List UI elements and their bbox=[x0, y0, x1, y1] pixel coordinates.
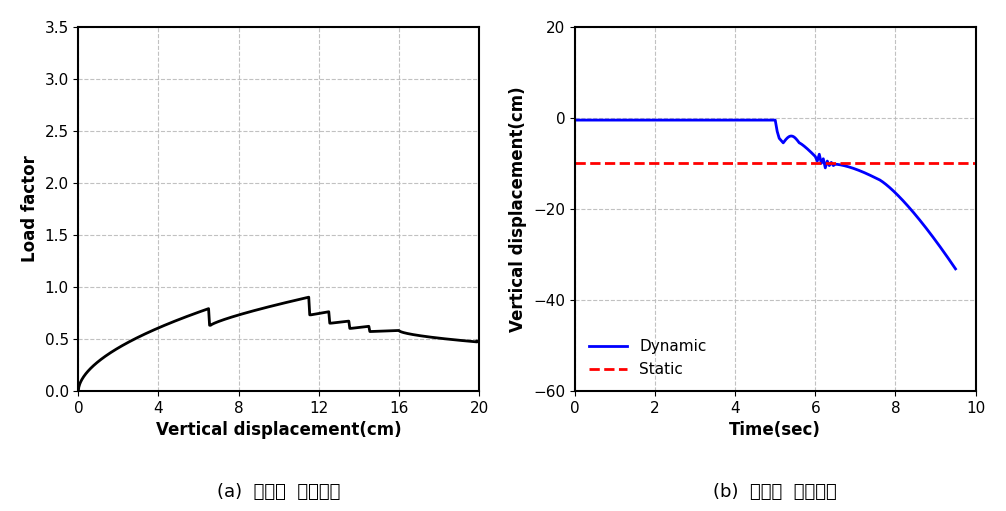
Dynamic bbox=[568, 117, 580, 123]
Y-axis label: Load factor: Load factor bbox=[21, 155, 39, 262]
Legend: Dynamic, Static: Dynamic, Static bbox=[582, 333, 712, 383]
Dynamic bbox=[609, 117, 621, 123]
Line: Dynamic: Dynamic bbox=[574, 120, 956, 269]
Dynamic bbox=[945, 258, 957, 264]
X-axis label: Time(sec): Time(sec) bbox=[729, 421, 821, 439]
Text: (b)  비선형  동적해석: (b) 비선형 동적해석 bbox=[713, 483, 837, 501]
Static bbox=[609, 160, 621, 167]
Dynamic bbox=[936, 246, 948, 252]
X-axis label: Vertical displacement(cm): Vertical displacement(cm) bbox=[156, 421, 401, 439]
Dynamic bbox=[871, 176, 883, 182]
Y-axis label: Vertical displacement(cm): Vertical displacement(cm) bbox=[509, 86, 527, 332]
Dynamic bbox=[686, 117, 698, 123]
Static bbox=[568, 160, 580, 167]
Dynamic bbox=[950, 266, 962, 272]
Text: (a)  비선형  정적해석: (a) 비선형 정적해석 bbox=[217, 483, 340, 501]
Dynamic bbox=[875, 178, 887, 184]
